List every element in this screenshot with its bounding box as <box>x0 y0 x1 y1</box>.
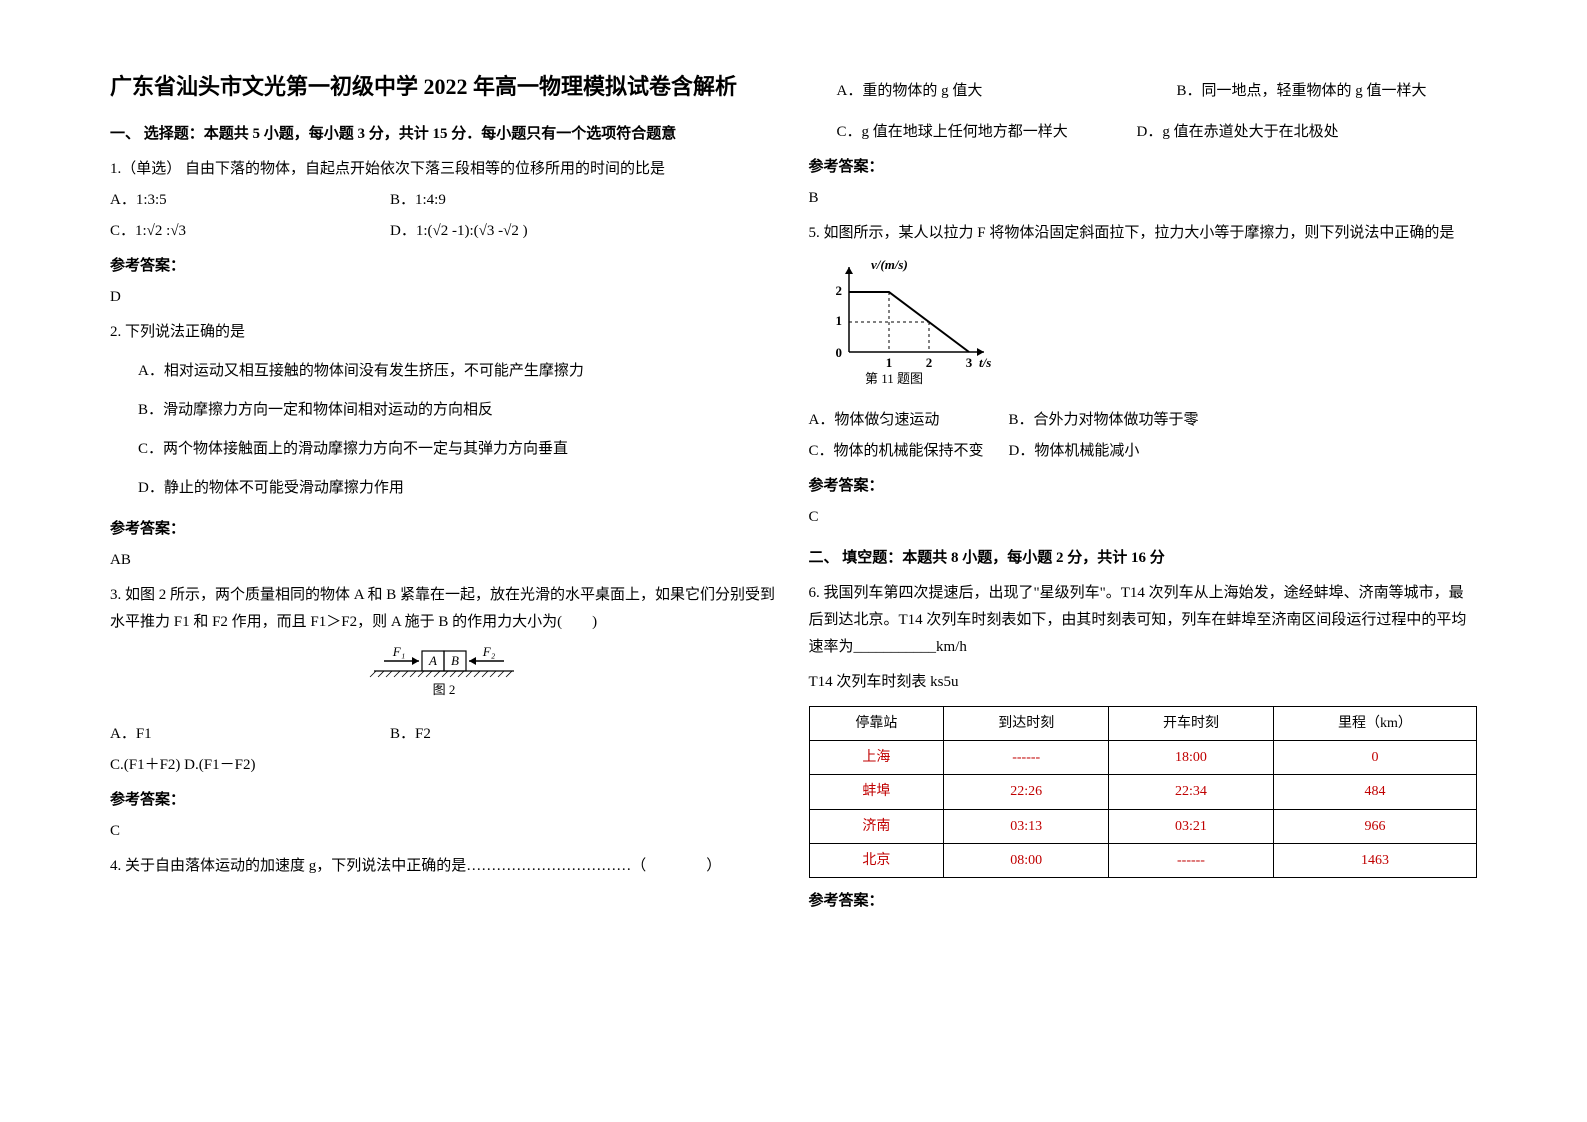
cell-arrive: 22:26 <box>944 775 1109 809</box>
svg-text:F₂: F₂ <box>482 646 496 659</box>
th-station: 停靠站 <box>809 707 944 741</box>
q5-opt-b: B．合外力对物体做功等于零 <box>1009 407 1199 434</box>
q3-answer: C <box>110 818 779 845</box>
section2-header: 二、 填空题：本题共 8 小题，每小题 2 分，共计 16 分 <box>809 545 1478 572</box>
q4-opt-c: C．g 值在地球上任何地方都一样大 <box>837 119 1137 146</box>
q1-opt-b: B．1:4:9 <box>390 187 670 214</box>
q5-opt-a: A．物体做匀速运动 <box>809 407 1009 434</box>
cell-arrive: 08:00 <box>944 843 1109 877</box>
svg-text:1: 1 <box>835 313 842 328</box>
cell-distance: 484 <box>1273 775 1476 809</box>
svg-text:0: 0 <box>835 345 842 360</box>
q2-stem: 2. 下列说法正确的是 <box>110 319 779 346</box>
q2-opt-d: D．静止的物体不可能受滑动摩擦力作用 <box>110 475 779 502</box>
cell-arrive: 03:13 <box>944 809 1109 843</box>
q1-stem: 1.（单选） 自由下落的物体，自起点开始依次下落三段相等的位移所用的时间的比是 <box>110 156 779 183</box>
cell-depart: 22:34 <box>1109 775 1274 809</box>
q4-answer-label: 参考答案： <box>809 154 1478 181</box>
q3-answer-label: 参考答案： <box>110 787 779 814</box>
q6-table-title: T14 次列车时刻表 ks5u <box>809 669 1478 696</box>
q1-opt-c: C．1:√2 :√3 <box>110 218 390 245</box>
cell-depart: ------ <box>1109 843 1274 877</box>
cell-arrive: ------ <box>944 741 1109 775</box>
svg-text:图 2: 图 2 <box>433 682 456 697</box>
q4-answer: B <box>809 185 1478 212</box>
table-row: 上海 ------ 18:00 0 <box>809 741 1477 775</box>
svg-text:A: A <box>428 653 437 668</box>
question-6: 6. 我国列车第四次提速后，出现了"星级列车"。T14 次列车从上海始发，途经蚌… <box>809 580 1478 915</box>
q1-opt-d: D．1:(√2 -1):(√3 -√2 ) <box>390 218 670 245</box>
q3-stem: 3. 如图 2 所示，两个质量相同的物体 A 和 B 紧靠在一起，放在光滑的水平… <box>110 582 779 636</box>
q5-opt-d: D．物体机械能减小 <box>1009 438 1140 465</box>
question-3: 3. 如图 2 所示，两个质量相同的物体 A 和 B 紧靠在一起，放在光滑的水平… <box>110 582 779 845</box>
svg-text:v/(m/s): v/(m/s) <box>871 257 908 272</box>
q1-answer: D <box>110 284 779 311</box>
cell-distance: 0 <box>1273 741 1476 775</box>
cell-depart: 03:21 <box>1109 809 1274 843</box>
svg-text:B: B <box>451 653 459 668</box>
q2-opt-b: B．滑动摩擦力方向一定和物体间相对运动的方向相反 <box>110 397 779 424</box>
question-5: 5. 如图所示，某人以拉力 F 将物体沿固定斜面拉下，拉力大小等于摩擦力，则下列… <box>809 220 1478 531</box>
cell-station: 蚌埠 <box>809 775 944 809</box>
q1-answer-label: 参考答案： <box>110 253 779 280</box>
table-header-row: 停靠站 到达时刻 开车时刻 里程（km） <box>809 707 1477 741</box>
question-1: 1.（单选） 自由下落的物体，自起点开始依次下落三段相等的位移所用的时间的比是 … <box>110 156 779 311</box>
table-row: 北京 08:00 ------ 1463 <box>809 843 1477 877</box>
svg-text:3: 3 <box>965 355 972 370</box>
q5-answer-label: 参考答案： <box>809 473 1478 500</box>
th-depart: 开车时刻 <box>1109 707 1274 741</box>
cell-station: 上海 <box>809 741 944 775</box>
q1-opt-a: A．1:3:5 <box>110 187 390 214</box>
cell-station: 北京 <box>809 843 944 877</box>
q2-opt-a: A．相对运动又相互接触的物体间没有发生挤压，不可能产生摩擦力 <box>110 358 779 385</box>
q4-opt-b: B．同一地点，轻重物体的 g 值一样大 <box>1177 78 1427 105</box>
svg-text:2: 2 <box>835 283 842 298</box>
question-2: 2. 下列说法正确的是 A．相对运动又相互接触的物体间没有发生挤压，不可能产生摩… <box>110 319 779 574</box>
table-row: 蚌埠 22:26 22:34 484 <box>809 775 1477 809</box>
q5-stem: 5. 如图所示，某人以拉力 F 将物体沿固定斜面拉下，拉力大小等于摩擦力，则下列… <box>809 220 1478 247</box>
q3-opt-a: A．F1 <box>110 721 390 748</box>
svg-text:F₁: F₁ <box>392 646 405 659</box>
cell-depart: 18:00 <box>1109 741 1274 775</box>
cell-distance: 1463 <box>1273 843 1476 877</box>
th-arrive: 到达时刻 <box>944 707 1109 741</box>
question-4-options: A．重的物体的 g 值大 B．同一地点，轻重物体的 g 值一样大 C．g 值在地… <box>809 78 1478 212</box>
table-row: 济南 03:13 03:21 966 <box>809 809 1477 843</box>
figure-q5: 0 1 2 3 1 2 v/(m/s) t/s 第 11 题图 <box>819 257 1478 397</box>
q4-opt-a: A．重的物体的 g 值大 <box>837 78 1177 105</box>
left-column: 广东省汕头市文光第一初级中学 2022 年高一物理模拟试卷含解析 一、 选择题：… <box>95 70 794 1052</box>
q6-stem: 6. 我国列车第四次提速后，出现了"星级列车"。T14 次列车从上海始发，途经蚌… <box>809 580 1478 661</box>
svg-text:t/s: t/s <box>979 355 991 370</box>
figure-2: A B F₁ F₂ 图 2 <box>110 646 779 711</box>
q5-opt-c: C．物体的机械能保持不变 <box>809 438 1009 465</box>
q4-opt-d: D．g 值在赤道处大于在北极处 <box>1137 119 1339 146</box>
section1-header: 一、 选择题：本题共 5 小题，每小题 3 分，共计 15 分．每小题只有一个选… <box>110 121 779 148</box>
q2-answer: AB <box>110 547 779 574</box>
timetable: 停靠站 到达时刻 开车时刻 里程（km） 上海 ------ 18:00 0 蚌… <box>809 706 1478 878</box>
th-distance: 里程（km） <box>1273 707 1476 741</box>
right-column: A．重的物体的 g 值大 B．同一地点，轻重物体的 g 值一样大 C．g 值在地… <box>794 70 1493 1052</box>
cell-distance: 966 <box>1273 809 1476 843</box>
q2-answer-label: 参考答案： <box>110 516 779 543</box>
q3-opt-b: B．F2 <box>390 721 670 748</box>
svg-text:1: 1 <box>885 355 892 370</box>
q3-opt-cd: C.(F1＋F2) D.(F1－F2) <box>110 752 779 779</box>
svg-text:2: 2 <box>925 355 932 370</box>
question-4-stem: 4. 关于自由落体运动的加速度 g，下列说法中正确的是……………………………（ … <box>110 853 779 880</box>
svg-text:第 11 题图: 第 11 题图 <box>864 371 922 386</box>
q6-answer-label: 参考答案： <box>809 888 1478 915</box>
cell-station: 济南 <box>809 809 944 843</box>
q4-stem: 4. 关于自由落体运动的加速度 g，下列说法中正确的是……………………………（ … <box>110 853 779 880</box>
exam-title: 广东省汕头市文光第一初级中学 2022 年高一物理模拟试卷含解析 <box>110 70 779 103</box>
q5-answer: C <box>809 504 1478 531</box>
q2-opt-c: C．两个物体接触面上的滑动摩擦力方向不一定与其弹力方向垂直 <box>110 436 779 463</box>
